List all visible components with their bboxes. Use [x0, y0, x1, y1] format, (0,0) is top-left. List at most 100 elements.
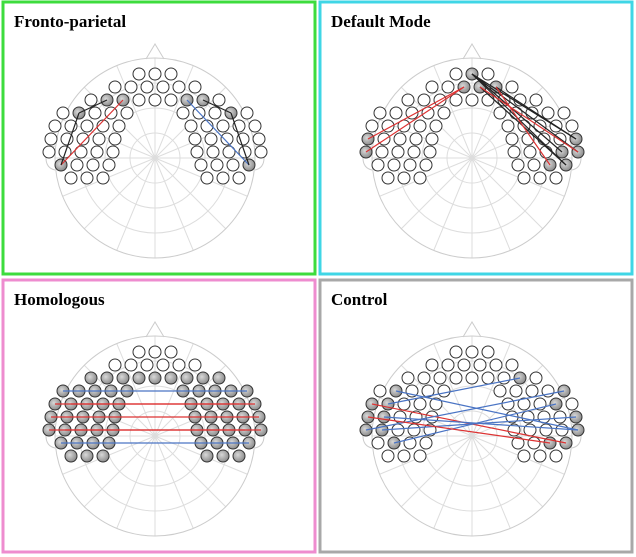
grid-spoke [154, 65, 194, 159]
electrode [421, 384, 435, 398]
electrode [389, 106, 403, 120]
electrode [84, 93, 98, 107]
electrode [108, 358, 122, 372]
electrode [80, 171, 94, 185]
electrode-active [196, 371, 210, 385]
grid-spoke [154, 435, 227, 508]
panel-title: Homologous [14, 290, 105, 309]
electrode [381, 119, 395, 133]
electrode [393, 132, 407, 146]
electrode [465, 93, 479, 107]
connection [60, 112, 80, 166]
electrode [409, 132, 423, 146]
electrode [120, 106, 134, 120]
electrode [517, 449, 531, 463]
electrode [533, 171, 547, 185]
electrode [437, 384, 451, 398]
electrode [365, 119, 379, 133]
electrode [156, 80, 170, 94]
panel-title: Fronto-parietal [14, 12, 126, 31]
grid-spoke [471, 435, 544, 508]
electrode [375, 145, 389, 159]
grid-spoke [471, 65, 511, 159]
nose [145, 321, 165, 338]
electrode [457, 358, 471, 372]
grid-spoke [433, 435, 473, 529]
electrode [481, 345, 495, 359]
electrode [501, 119, 515, 133]
electrode-active [96, 449, 110, 463]
electrode [553, 410, 567, 424]
panel-title: Control [331, 290, 388, 309]
electrode [76, 132, 90, 146]
electrode [429, 119, 443, 133]
grid-spoke [433, 65, 473, 159]
grid-spoke [83, 157, 156, 230]
grid-spoke [154, 157, 227, 230]
electrode [539, 423, 553, 437]
electrode [433, 371, 447, 385]
electrode [511, 158, 525, 172]
electrode [226, 158, 240, 172]
electrode [216, 171, 230, 185]
grid-spoke [433, 157, 473, 251]
electrode [108, 132, 122, 146]
electrode [220, 132, 234, 146]
grid-spoke [83, 435, 156, 508]
electrode [148, 93, 162, 107]
electrode [190, 145, 204, 159]
electrode [164, 93, 178, 107]
grid-spoke [471, 157, 544, 230]
electrode-active [200, 449, 214, 463]
head-outline [54, 57, 256, 259]
electrode [232, 171, 246, 185]
electrode-active [164, 371, 178, 385]
electrode [401, 93, 415, 107]
electrode [509, 384, 523, 398]
electrode [188, 358, 202, 372]
electrode [423, 145, 437, 159]
head-outline [371, 335, 573, 537]
electrode [64, 171, 78, 185]
electrode [539, 145, 553, 159]
electrode [425, 132, 439, 146]
electrode [240, 106, 254, 120]
electrode [216, 119, 230, 133]
connection [479, 86, 579, 153]
electrode [56, 106, 70, 120]
electrode [371, 158, 385, 172]
grid-spoke [116, 435, 156, 529]
electrode [164, 67, 178, 81]
connection [387, 377, 521, 405]
electrode [493, 384, 507, 398]
electrode [232, 119, 246, 133]
electrode-active [64, 449, 78, 463]
electrode [403, 158, 417, 172]
electrode-active [148, 371, 162, 385]
electrode [525, 384, 539, 398]
electrode [501, 397, 515, 411]
electrode [90, 145, 104, 159]
electrode [148, 67, 162, 81]
electrode [407, 423, 421, 437]
electrode [236, 132, 250, 146]
electrode [397, 449, 411, 463]
electrode [96, 171, 110, 185]
grid-spoke [400, 435, 473, 508]
electrode [208, 106, 222, 120]
electrode [212, 93, 226, 107]
electrode [176, 106, 190, 120]
electrode [517, 171, 531, 185]
electrode [373, 384, 387, 398]
electrode [523, 145, 537, 159]
electrode [441, 80, 455, 94]
electrode [565, 397, 579, 411]
connection [365, 86, 465, 153]
electrode [549, 449, 563, 463]
electrode [401, 371, 415, 385]
electrode [529, 371, 543, 385]
electrode [527, 436, 541, 450]
electrode [565, 119, 579, 133]
grid-spoke [116, 157, 156, 251]
